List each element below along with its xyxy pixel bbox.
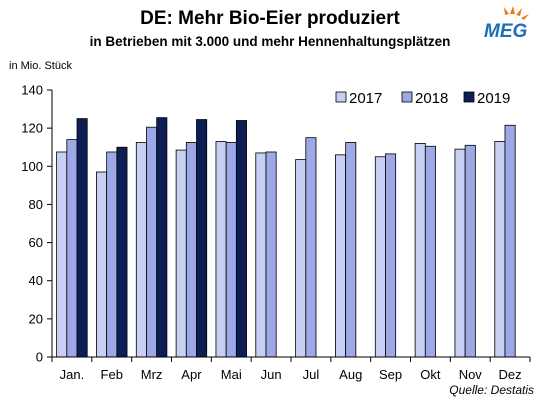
bar-2018-Dez [504, 124, 516, 358]
bar-2017-Mrz [135, 142, 147, 358]
legend: 2017 2018 2019 [335, 90, 510, 107]
legend-swatch-2017 [335, 91, 347, 103]
bar-2018-Okt [424, 145, 436, 358]
y-tick-label: 120 [21, 121, 43, 136]
bar-2018-Jun [265, 151, 277, 358]
logo-text: MEG [484, 21, 528, 42]
x-tick-label: Mai [221, 367, 242, 382]
bar-2018-Jan [66, 139, 78, 358]
y-tick-label: 0 [36, 350, 43, 365]
legend-label-2019: 2019 [477, 90, 510, 107]
x-tick-label: Nov [459, 367, 483, 382]
x-tick-label: Jan. [60, 367, 85, 382]
x-tick-label: Mrz [141, 367, 163, 382]
bar-2017-Aug [335, 154, 347, 358]
bar-2017-Feb [96, 171, 108, 358]
chart-title: DE: Mehr Bio-Eier produziert [140, 8, 400, 29]
y-axis: 0 20 40 60 80 100 120 140 [21, 83, 53, 365]
chart-subtitle: in Betrieben mit 3.000 und mehr Hennenha… [89, 34, 451, 49]
y-tick-label: 60 [29, 235, 43, 250]
bar-series [56, 117, 516, 358]
bar-2018-Aug [345, 142, 357, 358]
x-tick-label: Feb [101, 367, 123, 382]
bar-2018-Mai [225, 142, 237, 358]
bar-2019-Jan [76, 118, 88, 358]
bar-2019-Mrz [156, 117, 168, 358]
legend-swatch-2019 [463, 91, 475, 103]
x-tick-label: Aug [339, 367, 362, 382]
bar-2017-Sep [374, 156, 386, 358]
y-axis-unit-label: in Mio. Stück [9, 60, 72, 72]
bar-2018-Apr [185, 142, 197, 358]
x-tick-label: Jun [261, 367, 282, 382]
bar-2018-Nov [464, 144, 476, 358]
y-tick-label: 20 [29, 311, 43, 326]
bar-2019-Mai [235, 120, 247, 358]
x-axis: Jan. Feb Mrz Apr Mai Jun Jul Aug Sep Okt Nov Dez [51, 356, 531, 382]
y-tick-label: 40 [29, 273, 43, 288]
x-tick-label: Apr [181, 367, 202, 382]
bar-2017-Okt [414, 142, 426, 358]
bar-2017-Nov [454, 148, 466, 358]
y-tick-label: 100 [21, 159, 43, 174]
x-tick-label: Jul [303, 367, 320, 382]
bar-2017-Dez [494, 141, 506, 358]
bar-2017-Jun [255, 152, 267, 358]
bar-2019-Apr [196, 119, 208, 358]
bar-2018-Jul [305, 137, 317, 358]
bar-2018-Mrz [146, 126, 158, 358]
bar-2017-Apr [175, 149, 187, 358]
legend-label-2017: 2017 [349, 90, 382, 107]
meg-logo: MEG [484, 6, 529, 42]
legend-label-2018: 2018 [415, 90, 448, 107]
bar-2018-Sep [385, 153, 397, 358]
y-tick-label: 140 [21, 83, 43, 98]
y-tick-label: 80 [29, 197, 43, 212]
sunburst-logo-icon [504, 6, 529, 20]
x-tick-label: Sep [379, 367, 402, 382]
legend-swatch-2018 [401, 91, 413, 103]
bar-2018-Feb [106, 151, 118, 358]
bar-2019-Feb [116, 146, 128, 358]
x-tick-label: Dez [499, 367, 522, 382]
bar-2017-Jul [295, 159, 307, 358]
x-tick-label: Okt [420, 367, 441, 382]
source-note: Quelle: Destatis [449, 383, 534, 397]
bar-2017-Jan [56, 151, 68, 358]
bar-2017-Mai [215, 141, 227, 358]
